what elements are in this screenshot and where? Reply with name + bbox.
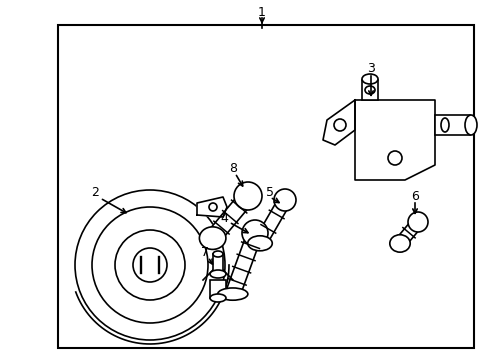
Bar: [213, 254, 223, 274]
Ellipse shape: [209, 270, 225, 278]
Polygon shape: [225, 230, 262, 297]
Polygon shape: [254, 197, 290, 247]
Polygon shape: [197, 197, 226, 217]
Polygon shape: [354, 100, 434, 180]
Ellipse shape: [389, 235, 409, 252]
Text: 1: 1: [258, 5, 265, 18]
Circle shape: [333, 119, 346, 131]
Bar: [361, 80, 377, 100]
Ellipse shape: [217, 288, 247, 300]
Polygon shape: [323, 100, 354, 145]
Circle shape: [407, 212, 427, 232]
Ellipse shape: [247, 236, 272, 251]
Ellipse shape: [209, 294, 225, 302]
Text: 3: 3: [366, 62, 374, 75]
Bar: [434, 115, 469, 135]
Polygon shape: [395, 218, 422, 247]
Ellipse shape: [464, 115, 476, 135]
Bar: [209, 280, 225, 298]
Text: 4: 4: [220, 211, 227, 225]
Text: 7: 7: [201, 247, 208, 260]
Circle shape: [273, 189, 295, 211]
Polygon shape: [206, 191, 254, 243]
Text: 6: 6: [410, 189, 418, 202]
Circle shape: [234, 182, 262, 210]
Text: 2: 2: [91, 186, 99, 199]
Bar: [58, 25, 473, 348]
Ellipse shape: [361, 74, 377, 84]
Ellipse shape: [199, 227, 225, 249]
Text: 8: 8: [228, 162, 237, 175]
Circle shape: [242, 220, 267, 246]
Circle shape: [75, 190, 224, 340]
Circle shape: [387, 151, 401, 165]
Ellipse shape: [213, 251, 223, 257]
Circle shape: [208, 203, 217, 211]
Text: 5: 5: [265, 185, 273, 198]
